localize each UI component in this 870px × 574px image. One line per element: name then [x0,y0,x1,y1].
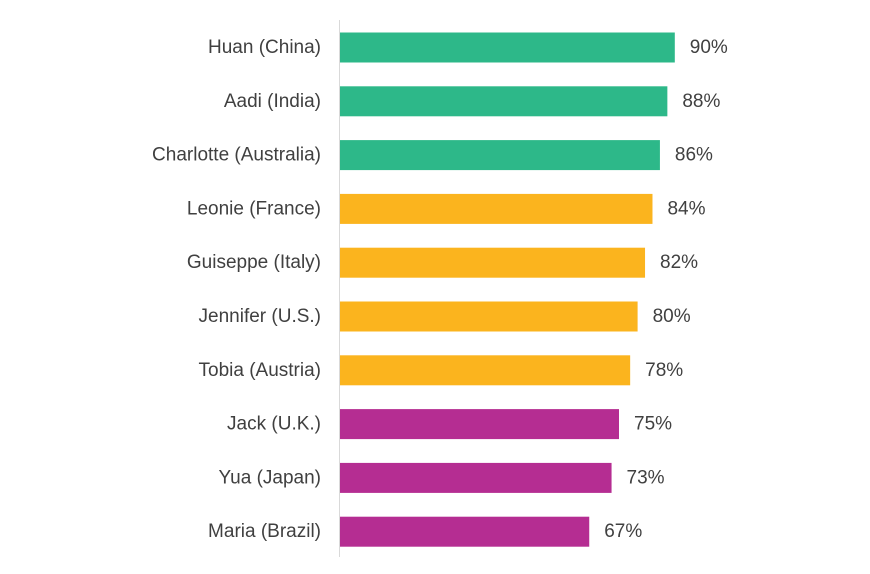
bar [340,355,631,386]
category-label: Tobia (Austria) [199,360,322,381]
value-label: 82% [660,252,698,273]
value-label: 86% [675,145,713,166]
bar [340,409,619,440]
category-label: Jack (U.K.) [227,414,321,435]
bar [340,301,638,332]
value-label: 67% [604,521,642,542]
value-label: 88% [682,91,720,112]
bar [340,140,660,171]
value-labels: 90% 88% 86% 84% 82% 80% 78% 75% 73% 67% [604,37,728,542]
bar [340,193,653,224]
category-labels: Huan (China) Aadi (India) Charlotte (Austr… [152,37,321,542]
bar [340,516,590,547]
value-label: 78% [645,360,683,381]
value-label: 80% [653,306,691,327]
category-label: Maria (Brazil) [208,521,321,542]
category-label: Charlotte (Australia) [152,145,321,166]
value-label: 90% [690,37,728,58]
value-label: 73% [627,467,665,488]
category-label: Huan (China) [208,37,321,58]
bar [340,86,668,117]
bars-group [340,32,675,547]
bar [340,32,675,63]
category-label: Yua (Japan) [219,467,321,488]
category-label: Leonie (France) [187,198,321,219]
category-label: Aadi (India) [224,91,321,112]
category-label: Guiseppe (Italy) [187,252,321,273]
value-label: 84% [667,198,705,219]
bar [340,462,612,493]
category-label: Jennifer (U.S.) [199,306,321,327]
value-label: 75% [634,414,672,435]
bar [340,247,646,278]
